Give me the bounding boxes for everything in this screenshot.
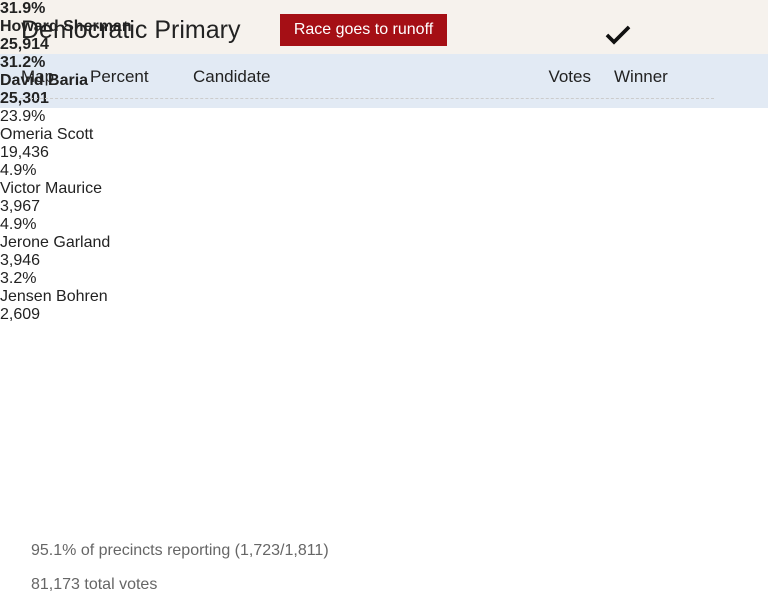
result-row: 3.2% Jensen Bohren 2,609: [0, 270, 768, 324]
runoff-badge: Race goes to runoff: [280, 14, 447, 46]
percent: 4.9%: [0, 216, 37, 233]
result-row: 23.9% Omeria Scott 19,436: [0, 108, 768, 162]
result-row: 4.9% Jerone Garland 3,946: [0, 216, 768, 270]
percent: 4.9%: [0, 162, 37, 179]
candidate: Jensen Bohren: [0, 288, 108, 305]
percent: 23.9%: [0, 108, 46, 125]
total-votes: 81,173 total votes: [31, 576, 158, 593]
votes: 2,609: [0, 306, 41, 323]
candidate: Omeria Scott: [0, 126, 94, 143]
candidate: David Baria: [0, 72, 89, 89]
result-row: 4.9% Victor Maurice 3,967: [0, 162, 768, 216]
percent: 3.2%: [0, 270, 37, 287]
candidate: Jerone Garland: [0, 234, 111, 251]
votes: 3,946: [0, 252, 41, 269]
column-header: Map: [21, 67, 55, 86]
results-table: 31.9% Howard Sherman 25,914 31.2% David Bari…: [0, 0, 768, 324]
votes: 25,914: [0, 36, 49, 53]
result-row: 31.2% David Baria 25,301: [0, 25, 768, 108]
votes: 25,301: [0, 90, 49, 107]
percent: 31.2%: [0, 54, 46, 71]
precincts-reporting: 95.1% of precincts reporting (1,723/1,81…: [31, 542, 329, 559]
winner-check: [605, 25, 631, 45]
votes: 19,436: [0, 144, 49, 161]
column-header: Candidate: [193, 67, 271, 86]
candidate: Howard Sherman: [0, 18, 132, 35]
divider: [20, 98, 714, 99]
percent: 31.9%: [0, 0, 46, 17]
column-header: Votes: [548, 67, 591, 86]
race-title: Democratic Primary: [21, 16, 241, 44]
candidate: Victor Maurice: [0, 180, 102, 197]
votes: 3,967: [0, 198, 41, 215]
column-header: Winner: [614, 67, 668, 86]
column-header: Percent: [90, 67, 149, 86]
